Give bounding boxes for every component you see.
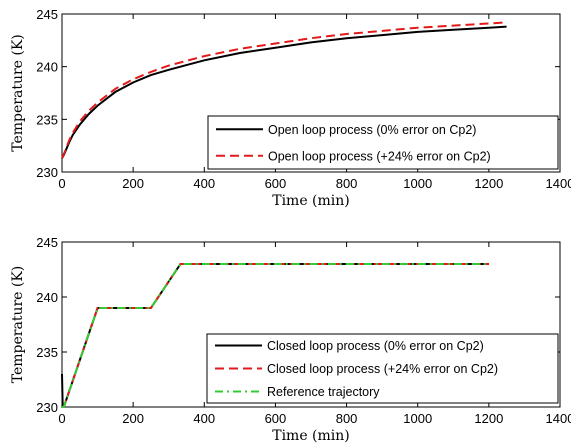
x-tick-label: 1000 <box>403 176 432 191</box>
x-tick-label: 0 <box>58 176 65 191</box>
x-tick-label: 400 <box>193 411 215 426</box>
x-tick-label: 600 <box>265 176 287 191</box>
legend-entry-label: Closed loop process (+24% error on Cp2) <box>267 362 498 376</box>
y-tick-label: 240 <box>36 60 58 75</box>
legend-box <box>207 115 559 170</box>
legend-entry-label: Reference trajectory <box>267 385 380 399</box>
series-line-3 <box>62 263 489 408</box>
y-axis-label: Temperature (K) <box>10 266 26 384</box>
x-tick-label: 1200 <box>474 411 503 426</box>
y-tick-label: 235 <box>36 112 58 127</box>
y-tick-label: 235 <box>36 345 58 360</box>
x-tick-label: 1400 <box>546 176 571 191</box>
x-tick-label: 400 <box>193 176 215 191</box>
y-tick-label: 245 <box>36 235 58 250</box>
x-tick-label: 200 <box>122 176 144 191</box>
legend-box <box>206 333 559 404</box>
y-tick-label: 245 <box>36 7 58 22</box>
y-tick-label: 230 <box>36 165 58 180</box>
x-axis-label: Time (min) <box>272 193 350 209</box>
legend: Open loop process (0% error on Cp2) Open … <box>207 115 559 170</box>
x-tick-label: 600 <box>265 411 287 426</box>
x-tick-label: 800 <box>336 411 358 426</box>
chart-panel-2: 0 200 400 600 800 1000 1200 1400 230 235 240 245 Tim… <box>10 235 571 444</box>
series-line-2 <box>61 21 507 159</box>
x-tick-label: 1000 <box>403 411 432 426</box>
x-axis-label: Time (min) <box>272 428 350 444</box>
x-tick-label: 200 <box>122 411 144 426</box>
legend-entry-label: Open loop process (+24% error on Cp2) <box>268 149 491 163</box>
y-tick-label: 240 <box>36 290 58 305</box>
x-tick-label: 800 <box>336 176 358 191</box>
legend-entry-label: Closed loop process (0% error on Cp2) <box>267 339 484 353</box>
legend: Closed loop process (0% error on Cp2) Clo… <box>206 333 559 404</box>
y-tick-label: 230 <box>36 400 58 415</box>
y-axis-label: Temperature (K) <box>10 34 26 152</box>
x-tick-label: 0 <box>58 411 65 426</box>
x-tick-label: 1400 <box>546 411 571 426</box>
chart-panel-1: 0 200 400 600 800 1000 1200 1400 230 235 240 245 Tim… <box>10 7 571 209</box>
legend-entry-label: Open loop process (0% error on Cp2) <box>268 123 476 137</box>
x-tick-label: 1200 <box>474 176 503 191</box>
